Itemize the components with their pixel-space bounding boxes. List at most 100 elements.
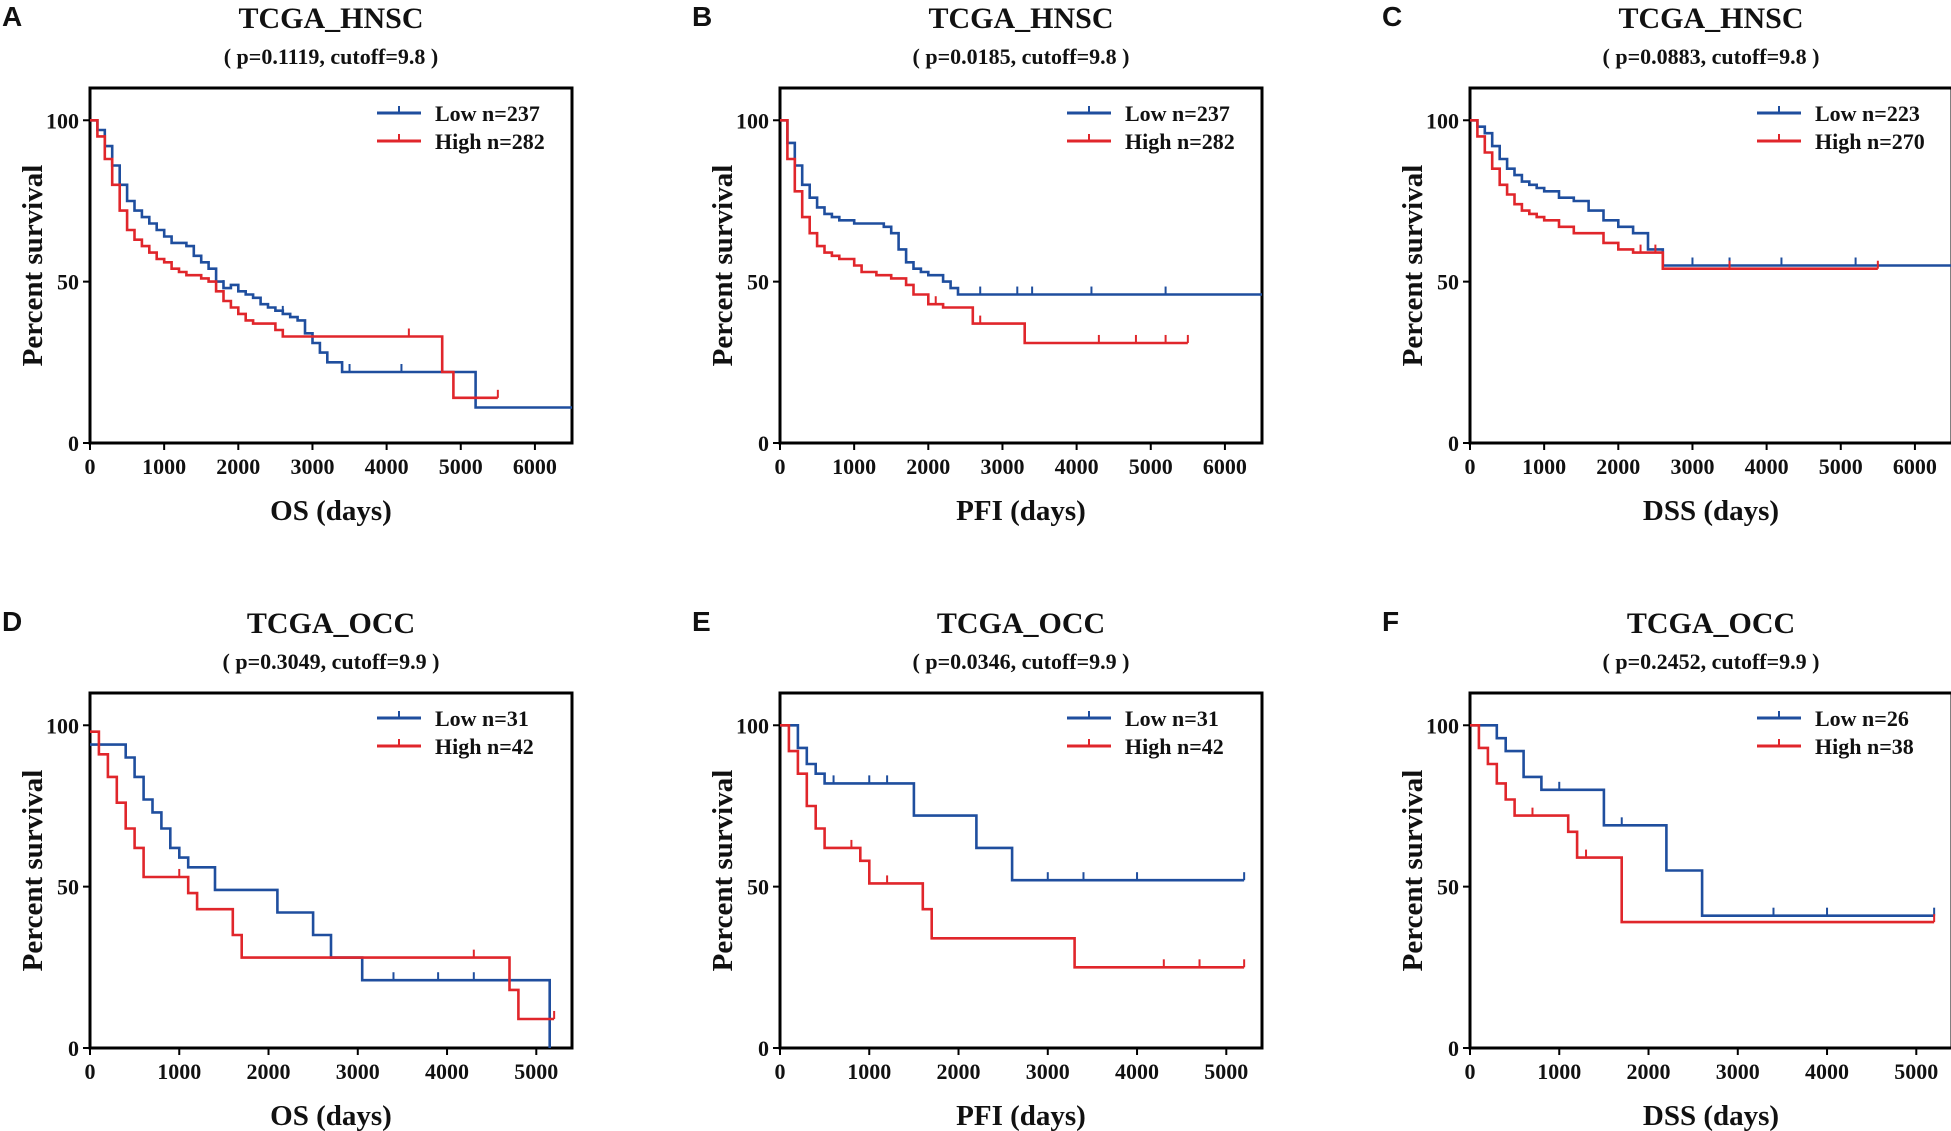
- x-axis-label: PFI (days): [956, 495, 1086, 527]
- x-tick-label: 5000: [514, 1059, 558, 1084]
- legend-entry-high: High n=42: [435, 734, 534, 759]
- series-line-low: [90, 119, 572, 409]
- y-tick-label: 50: [747, 875, 769, 900]
- x-tick-label: 5000: [439, 454, 483, 479]
- x-axis-label: DSS (days): [1643, 1100, 1779, 1131]
- x-axis-label: DSS (days): [1643, 495, 1779, 527]
- panel-letter: E: [692, 606, 711, 637]
- y-axis-label: Percent survival: [17, 165, 49, 367]
- x-tick-label: 2000: [1596, 454, 1640, 479]
- x-tick-label: 0: [1465, 1059, 1476, 1084]
- plot-frame: [778, 691, 1264, 1050]
- y-tick-label: 0: [1448, 1036, 1459, 1061]
- legend-entry-low: Low n=31: [1125, 706, 1219, 731]
- panel-letter: B: [692, 1, 712, 32]
- x-tick-label: 3000: [290, 454, 334, 479]
- x-tick-label: 2000: [216, 454, 260, 479]
- y-axis-label: Percent survival: [707, 770, 739, 972]
- y-axis-label: Percent survival: [17, 770, 49, 972]
- legend-entry-low: Low n=237: [1125, 101, 1230, 126]
- y-tick-label: 100: [46, 713, 79, 738]
- y-axis-label: Percent survival: [707, 165, 739, 367]
- panel-letter: D: [2, 606, 22, 637]
- x-tick-label: 1000: [1537, 1059, 1581, 1084]
- series-line-low: [780, 119, 1262, 296]
- chart-panel-a: A TCGA_HNSC( p=0.1119, cutoff=9.8 )0 1000 2…: [2, 1, 574, 527]
- y-tick-label: 50: [1437, 270, 1459, 295]
- legend-entry-high: High n=38: [1815, 734, 1914, 759]
- legend-entry-high: High n=282: [1125, 129, 1235, 154]
- plot-frame: [1468, 86, 1951, 445]
- series-line-high: [1470, 119, 1878, 270]
- x-tick-label: 3000: [1026, 1059, 1070, 1084]
- x-tick-label: 0: [775, 454, 786, 479]
- x-tick-label: 1000: [832, 454, 876, 479]
- y-tick-label: 100: [736, 108, 769, 133]
- series-line-high: [780, 119, 1188, 345]
- x-tick-label: 2000: [937, 1059, 981, 1084]
- y-axis-label: Percent survival: [1397, 770, 1429, 972]
- chart-subtitle: ( p=0.1119, cutoff=9.8 ): [224, 44, 439, 69]
- legend-entry-high: High n=282: [435, 129, 545, 154]
- chart-panel-e: E TCGA_OCC( p=0.0346, cutoff=9.9 )0 1000 20…: [692, 606, 1264, 1131]
- panel-letter: F: [1382, 606, 1399, 637]
- series-line-high: [780, 724, 1245, 969]
- x-tick-label: 4000: [1745, 454, 1789, 479]
- plot-frame: [88, 86, 574, 445]
- chart-title: TCGA_OCC: [1627, 607, 1795, 640]
- chart-title: TCGA_HNSC: [238, 2, 423, 35]
- legend-entry-low: Low n=223: [1815, 101, 1920, 126]
- y-tick-label: 0: [758, 1036, 769, 1061]
- x-tick-label: 3000: [336, 1059, 380, 1084]
- panel-letter: C: [1382, 1, 1402, 32]
- legend-entry-low: Low n=26: [1815, 706, 1909, 731]
- legend-entry-high: High n=42: [1125, 734, 1224, 759]
- x-tick-label: 5000: [1819, 454, 1863, 479]
- plot-frame: [778, 86, 1264, 445]
- x-tick-label: 6000: [1893, 454, 1937, 479]
- x-tick-label: 3000: [980, 454, 1024, 479]
- legend-entry-low: Low n=31: [435, 706, 529, 731]
- x-tick-label: 5000: [1129, 454, 1173, 479]
- series-line-high: [90, 119, 498, 400]
- chart-subtitle: ( p=0.0185, cutoff=9.8 ): [913, 44, 1130, 69]
- plot-frame: [1468, 691, 1951, 1050]
- chart-panel-c: C TCGA_HNSC ( p=0.0883, cutoff=9.8 ) 0 1000 2…: [1382, 1, 1951, 527]
- legend-entry-low: Low n=237: [435, 101, 540, 126]
- x-tick-label: 6000: [1203, 454, 1247, 479]
- y-tick-label: 100: [1426, 713, 1459, 738]
- chart-panel-f: F TCGA_OCC( p=0.2452, cutoff=9.9 )0 1000 20…: [1382, 606, 1951, 1131]
- panel-letter: A: [2, 1, 22, 32]
- x-tick-label: 0: [1465, 454, 1476, 479]
- x-axis-label: OS (days): [270, 495, 392, 527]
- series-line-high: [1470, 724, 1935, 924]
- x-tick-label: 0: [775, 1059, 786, 1084]
- chart-title: TCGA_OCC: [247, 607, 415, 640]
- chart-title: TCGA_HNSC: [928, 2, 1113, 35]
- x-tick-label: 1000: [157, 1059, 201, 1084]
- x-tick-label: 5000: [1894, 1059, 1938, 1084]
- y-tick-label: 0: [758, 431, 769, 456]
- chart-title: TCGA_HNSC: [1618, 2, 1803, 35]
- series-line-low: [780, 724, 1245, 882]
- x-axis-label: PFI (days): [956, 1100, 1086, 1131]
- x-tick-label: 3000: [1716, 1059, 1760, 1084]
- series-line-high: [90, 730, 555, 1021]
- y-tick-label: 50: [1437, 875, 1459, 900]
- y-tick-label: 0: [68, 1036, 79, 1061]
- y-tick-label: 100: [1426, 108, 1459, 133]
- chart-panel-d: D TCGA_OCC( p=0.3049, cutoff=9.9 )0 1000 20…: [2, 606, 574, 1131]
- series-line-low: [1470, 724, 1935, 917]
- chart-subtitle: ( p=0.0883, cutoff=9.8 ): [1603, 44, 1820, 69]
- x-tick-label: 4000: [365, 454, 409, 479]
- x-tick-label: 4000: [1115, 1059, 1159, 1084]
- y-tick-label: 100: [46, 108, 79, 133]
- chart-subtitle: ( p=0.3049, cutoff=9.9 ): [223, 649, 440, 674]
- x-tick-label: 1000: [142, 454, 186, 479]
- y-axis-label: Percent survival: [1397, 165, 1429, 367]
- x-tick-label: 2000: [906, 454, 950, 479]
- x-tick-label: 1000: [1522, 454, 1566, 479]
- x-tick-label: 3000: [1670, 454, 1714, 479]
- y-tick-label: 50: [57, 270, 79, 295]
